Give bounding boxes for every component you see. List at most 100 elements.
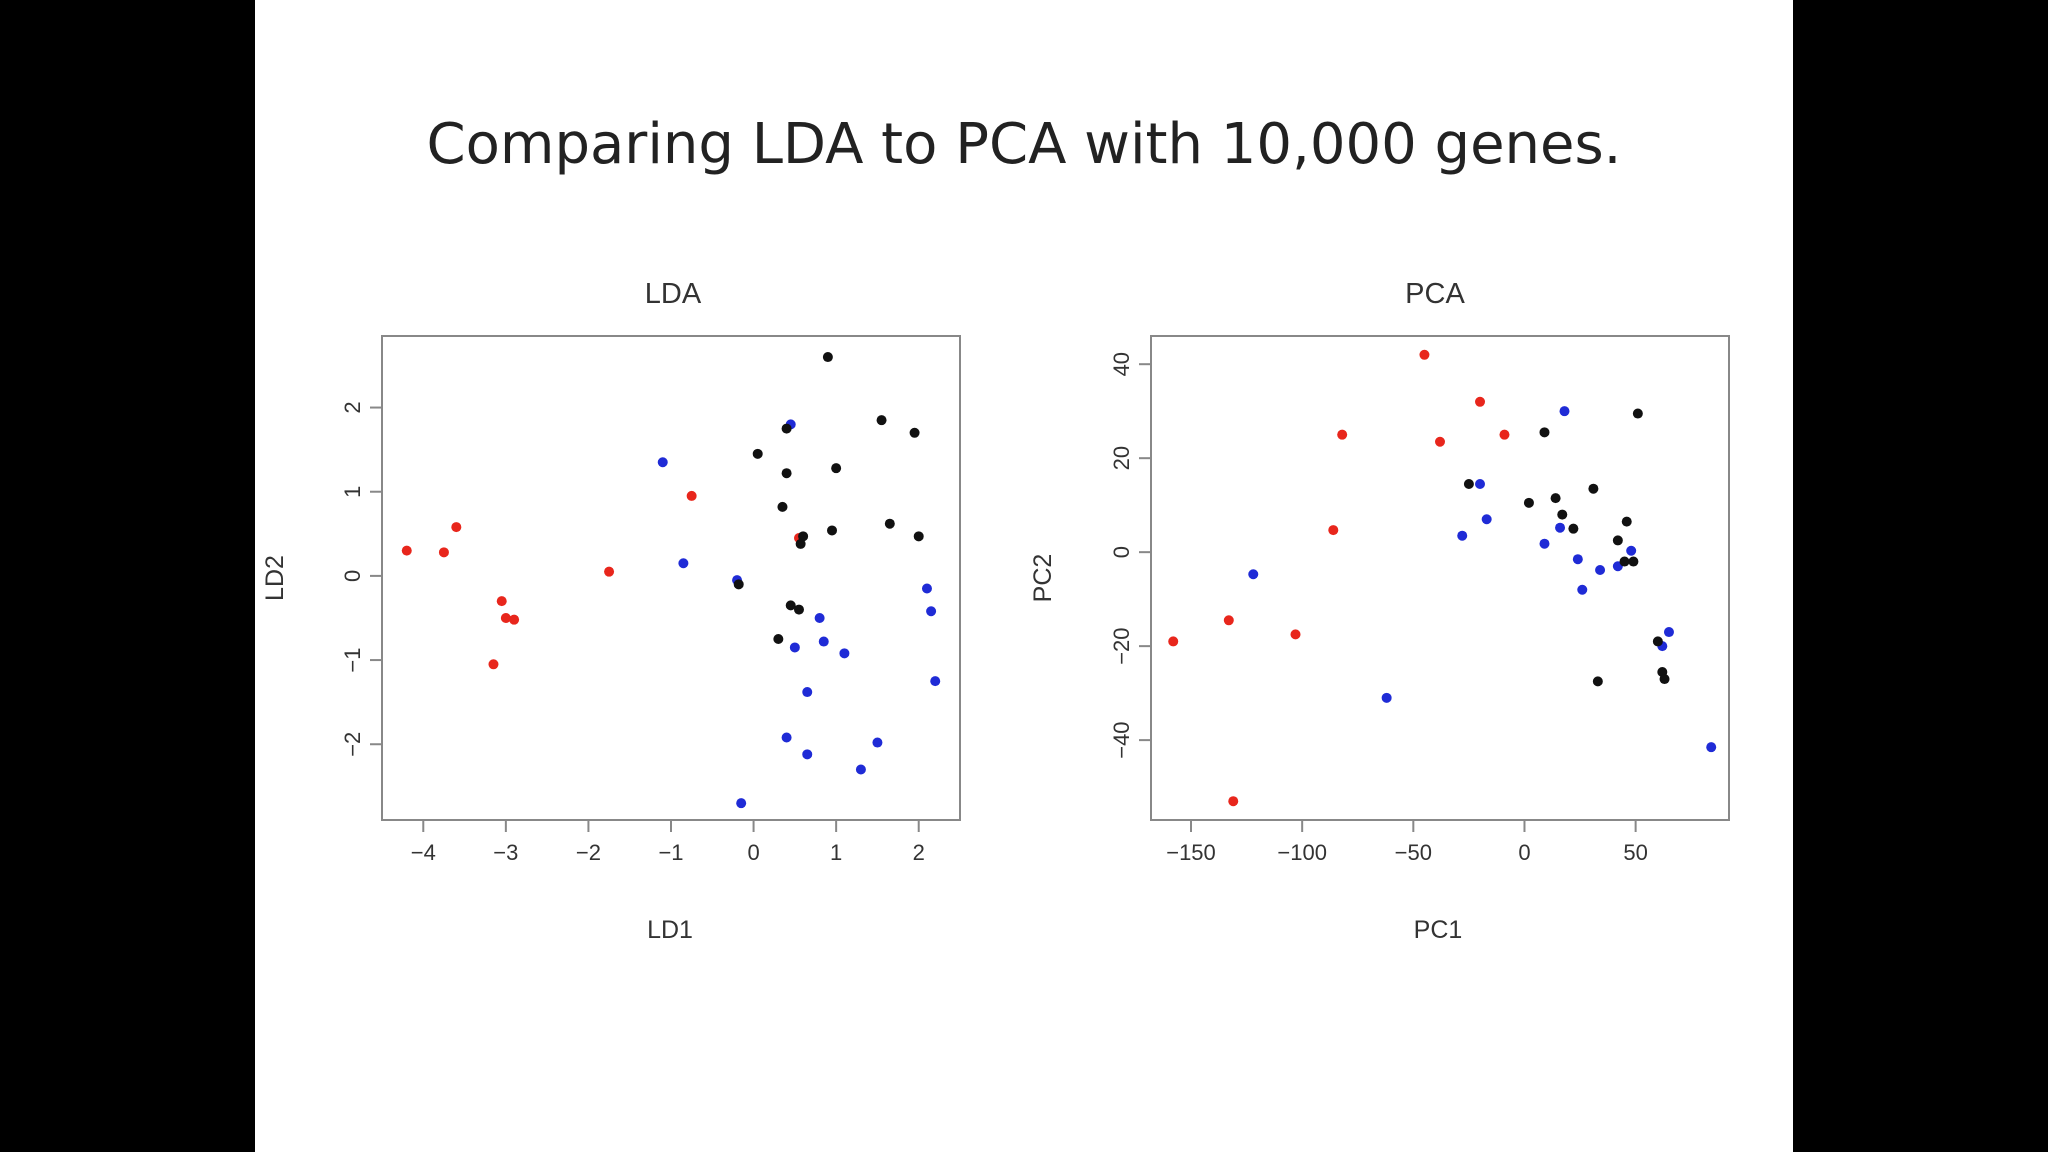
pca-point-black <box>1621 516 1632 527</box>
pca-point-red <box>1168 636 1179 647</box>
pca-point-blue <box>1663 627 1674 638</box>
lda-point-red <box>488 659 499 670</box>
chart-title: LDA <box>645 278 702 310</box>
y-tick-label: 0 <box>340 570 365 582</box>
plot-frame <box>1150 335 1730 821</box>
pca-point-red <box>1328 525 1339 536</box>
lda-point-black <box>785 600 796 611</box>
pca-point-blue <box>1595 565 1606 576</box>
y-tick-label: 0 <box>1109 546 1134 558</box>
pca-point-black <box>1550 493 1561 504</box>
lda-point-black <box>831 463 842 474</box>
y-tick-label: −2 <box>340 732 365 757</box>
lda-point-black <box>733 579 744 590</box>
lda-point-black <box>777 501 788 512</box>
lda-point-black <box>793 604 804 615</box>
pca-point-red <box>1435 436 1445 447</box>
lda-point-red <box>500 612 511 623</box>
x-tick-label: 2 <box>913 840 925 865</box>
x-axis-label: LD1 <box>647 916 693 944</box>
lda-point-red <box>509 614 520 625</box>
pca-point-blue <box>1481 514 1492 525</box>
pca-chart: PCA PC1 PC2 −150 −100 −50 0 50 −40 −20 0 20 40 <box>1029 278 1730 944</box>
lda-chart: LDA LD1 LD2 −4 −3 −2 −1 0 1 2 −2 −1 0 1 2 <box>261 278 961 944</box>
lda-point-blue <box>814 612 825 623</box>
y-tick-label: −1 <box>340 648 365 673</box>
x-axis-label: PC1 <box>1414 916 1463 944</box>
pca-point-blue <box>1577 584 1588 595</box>
slide-title: Comparing LDA to PCA with 10,000 genes. <box>426 112 1622 177</box>
x-tick-label: 50 <box>1623 840 1647 865</box>
pca-point-black <box>1659 674 1670 685</box>
x-tick-label: −2 <box>576 840 601 865</box>
lda-point-blue <box>872 737 883 748</box>
pca-point-black <box>1588 483 1599 494</box>
lda-point-blue <box>802 749 813 760</box>
x-tick-label: −100 <box>1277 840 1327 865</box>
lda-point-black <box>781 468 792 479</box>
lda-point-red <box>604 566 615 577</box>
x-tick-label: −150 <box>1166 840 1216 865</box>
x-tick-label: −50 <box>1395 840 1432 865</box>
pca-point-blue <box>1539 538 1550 549</box>
pca-point-red <box>1228 796 1239 807</box>
pca-point-red <box>1475 396 1486 407</box>
lda-point-black <box>913 531 924 542</box>
x-tick-label: −1 <box>658 840 683 865</box>
pca-point-black <box>1592 676 1603 687</box>
lda-point-blue <box>781 732 792 743</box>
pca-point-black <box>1628 556 1639 567</box>
x-tick-label: 0 <box>747 840 759 865</box>
lda-point-blue <box>926 606 937 617</box>
x-tick-label: 0 <box>1518 840 1530 865</box>
pca-point-black <box>1557 509 1568 520</box>
lda-point-blue <box>818 636 829 647</box>
lda-point-blue <box>789 642 800 653</box>
lda-point-blue <box>921 583 932 594</box>
lda-point-blue <box>855 764 866 775</box>
lda-point-blue <box>678 558 689 569</box>
lda-point-black <box>795 538 806 549</box>
x-tick-label: −4 <box>411 840 436 865</box>
pca-point-blue <box>1626 545 1637 556</box>
lda-point-red <box>496 596 507 607</box>
slide: Comparing LDA to PCA with 10,000 genes. … <box>255 0 1793 1152</box>
pca-point-red <box>1290 629 1301 640</box>
lda-point-red <box>401 545 412 556</box>
lda-point-blue <box>657 457 668 468</box>
y-axis-label: PC2 <box>1029 554 1057 603</box>
pca-point-blue <box>1706 742 1717 753</box>
pca-point-red <box>1337 429 1348 440</box>
pca-point-blue <box>1555 522 1566 533</box>
x-tick-label: 1 <box>830 840 842 865</box>
y-tick-label: −40 <box>1109 721 1134 758</box>
pca-point-blue <box>1248 569 1259 580</box>
lda-point-red <box>438 547 449 558</box>
lda-point-black <box>876 415 887 426</box>
pca-point-black <box>1539 427 1550 438</box>
y-tick-label: −20 <box>1109 627 1134 664</box>
x-tick-label: −3 <box>493 840 518 865</box>
y-tick-label: 20 <box>1109 446 1134 470</box>
pca-point-blue <box>1572 554 1583 565</box>
lda-point-red <box>686 490 697 501</box>
y-axis-label: LD2 <box>261 555 289 601</box>
lda-point-black <box>822 352 833 363</box>
lda-point-blue <box>802 687 813 698</box>
lda-point-blue <box>839 648 850 659</box>
lda-point-blue <box>930 676 941 687</box>
pca-point-red <box>1499 429 1510 440</box>
lda-point-red <box>451 522 462 533</box>
lda-point-black <box>773 634 784 645</box>
pca-point-black <box>1463 479 1474 490</box>
pca-point-black <box>1523 497 1534 508</box>
pca-point-black <box>1632 408 1643 419</box>
y-tick-label: 2 <box>340 401 365 413</box>
lda-point-black <box>781 423 792 434</box>
lda-point-black <box>884 518 895 529</box>
pca-point-blue <box>1457 530 1468 541</box>
pca-point-black <box>1568 523 1579 534</box>
lda-point-black <box>752 448 763 459</box>
chart-title: PCA <box>1405 278 1465 310</box>
pca-point-blue <box>1475 479 1486 490</box>
